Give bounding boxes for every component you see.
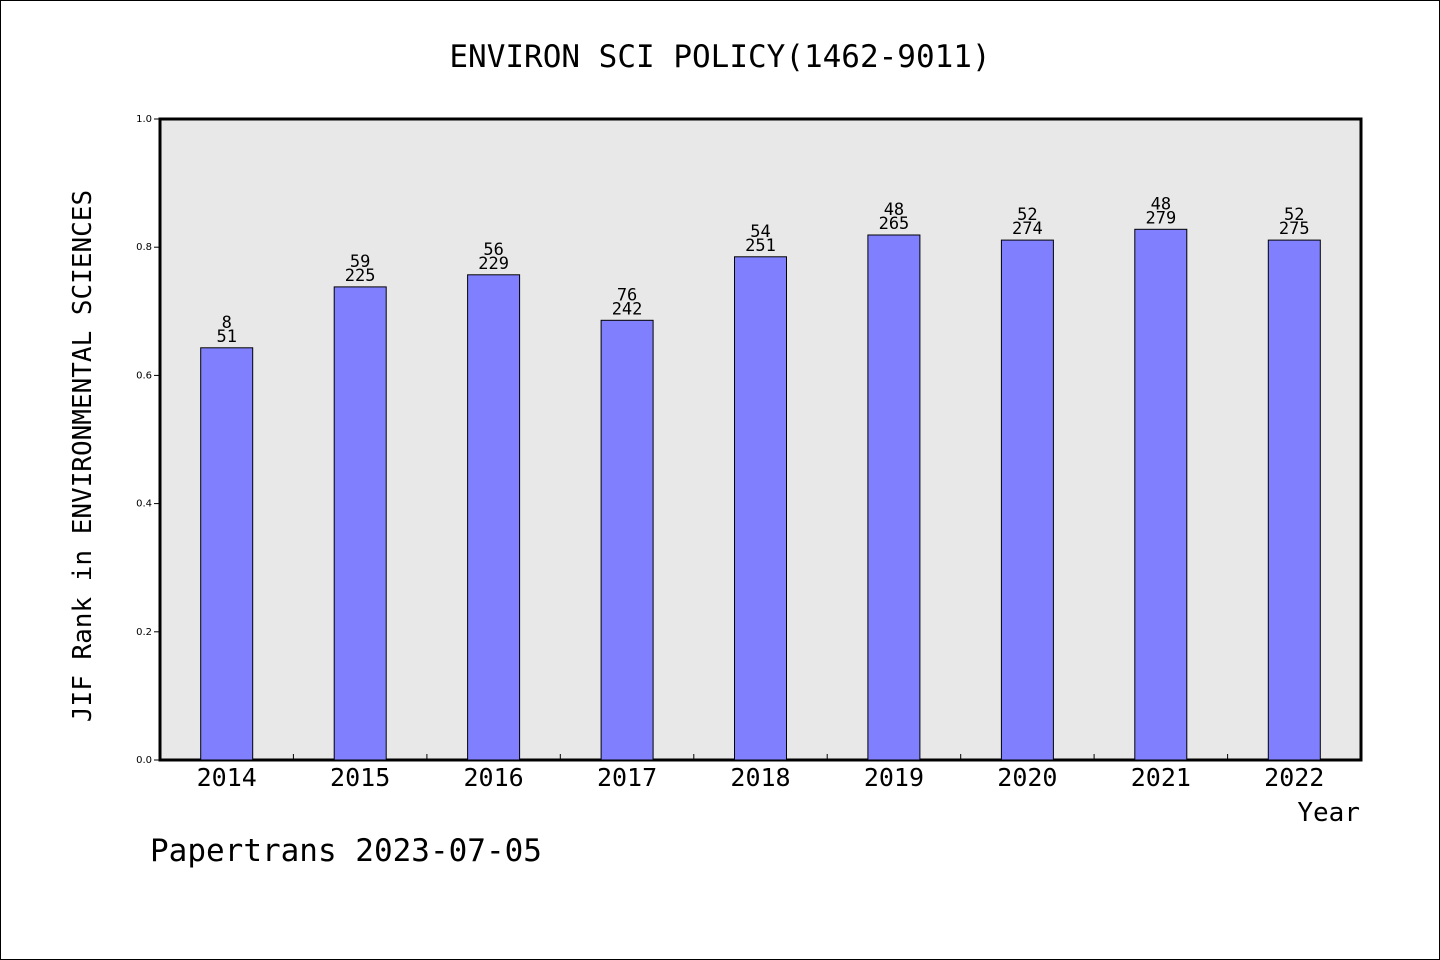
bar-2015 [333, 286, 387, 761]
bar-label-rank-2017: 76 [617, 285, 637, 305]
x-axis-label: Year [1297, 798, 1360, 828]
bar-2016 [467, 274, 521, 761]
bar-label-rank-2022: 52 [1284, 205, 1304, 225]
x-tick-label-2014: 2014 [197, 763, 257, 792]
chart-title: ENVIRON SCI POLICY(1462-9011) [449, 39, 990, 75]
y-axis-label: JIF Rank in ENVIRONMENTAL SCIENCES [68, 190, 98, 722]
bar-2020 [1000, 239, 1054, 761]
bar-label-rank-2015: 59 [350, 252, 370, 272]
bar-label-rank-2016: 56 [483, 240, 503, 260]
bar-2017 [600, 319, 654, 761]
bar-label-total-2014: 51 [216, 327, 236, 347]
x-tick-label-2022: 2022 [1264, 763, 1324, 792]
x-tick-label-2017: 2017 [597, 763, 657, 792]
bar-label-total-2015: 225 [345, 266, 376, 286]
bar-label-rank-2018: 54 [750, 222, 770, 242]
bar-label-rank-2014: 8 [222, 313, 232, 333]
bar-label-total-2021: 279 [1145, 208, 1176, 228]
bar-label-rank-2019: 48 [884, 200, 904, 220]
x-tick-label-2019: 2019 [864, 763, 924, 792]
bar-2019 [867, 234, 921, 761]
x-axis-ticks: 2014 2015 2016 2017 2018 2019 2020 2021 2022 [197, 754, 1324, 792]
bar-2021 [1134, 228, 1188, 761]
bar-label-total-2019: 265 [879, 214, 910, 234]
y-tick-label: 0.2 [136, 627, 152, 638]
bar-label-rank-2021: 48 [1151, 194, 1171, 214]
bar-2022 [1267, 239, 1321, 761]
bar-label-total-2017: 242 [612, 299, 643, 319]
y-tick-label: 0.8 [136, 242, 152, 253]
y-tick-label: 0.0 [136, 755, 152, 766]
x-tick-label-2015: 2015 [330, 763, 390, 792]
bar-label-total-2022: 275 [1279, 219, 1310, 239]
bar-label-total-2018: 251 [745, 236, 776, 256]
y-tick-label: 0.4 [136, 499, 152, 510]
x-tick-label-2021: 2021 [1131, 763, 1191, 792]
x-tick-label-2016: 2016 [464, 763, 524, 792]
bar-label-total-2020: 274 [1012, 219, 1043, 239]
x-tick-label-2020: 2020 [997, 763, 1057, 792]
bar-label-rank-2020: 52 [1017, 205, 1037, 225]
y-axis-ticks: 0.0 0.2 0.4 0.6 0.8 1.0 [136, 114, 160, 766]
x-tick-label-2018: 2018 [730, 763, 790, 792]
footer-credit: Papertrans 2023-07-05 [150, 833, 542, 869]
bar-label-total-2016: 229 [478, 254, 509, 274]
y-tick-label: 0.6 [136, 370, 152, 381]
bar-2014 [200, 347, 254, 761]
y-tick-label: 1.0 [136, 114, 152, 125]
bar-2018 [734, 256, 787, 761]
